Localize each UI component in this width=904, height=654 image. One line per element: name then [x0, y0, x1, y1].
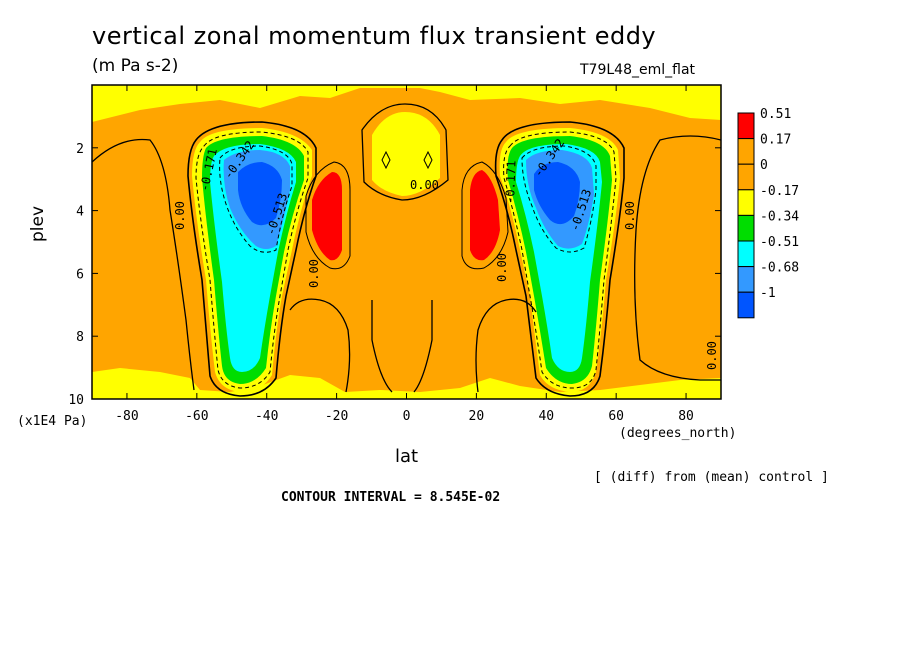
sh-dashed-contour	[195, 131, 309, 389]
colorbar-label: -0.51	[760, 235, 799, 250]
y-axis-unit: (x1E4 Pa)	[17, 414, 88, 429]
x-axis: -80 -60 -40 -20 0 20 40 60 80	[115, 85, 694, 424]
contour-label: -0.171	[503, 160, 519, 204]
x-tick-label: -80	[115, 409, 138, 424]
x-axis-unit: (degrees_north)	[619, 426, 737, 441]
y-axis: 2 4 6 8 10	[68, 142, 721, 408]
y-tick-label: 8	[76, 330, 84, 345]
colorbar-swatch	[737, 163, 755, 191]
colorbar-swatch	[737, 266, 755, 293]
diamond-contour	[381, 150, 433, 170]
sh-interior-dashed	[219, 145, 293, 253]
x-axis-label: lat	[395, 446, 419, 467]
nh-interior-dashed	[521, 145, 597, 253]
near-zero-band-top	[92, 85, 721, 122]
colorbar-label: 0.17	[760, 133, 791, 148]
north-flank-contour	[634, 135, 721, 381]
colorbar-label: -0.68	[760, 261, 799, 276]
contour-label: 0.00	[705, 341, 719, 370]
x-tick-label: 80	[678, 409, 694, 424]
x-tick-label: 20	[469, 409, 485, 424]
x-tick-label: 0	[403, 409, 411, 424]
y-tick-label: 6	[76, 267, 84, 282]
y-tick-label: 4	[76, 205, 84, 220]
nh-red-contour	[461, 161, 509, 270]
colorbar-label: 0	[760, 158, 768, 173]
colorbar-label: -1	[760, 286, 776, 301]
chart-units: (m Pa s-2)	[92, 56, 179, 76]
colorbar-swatch	[737, 240, 755, 268]
colorbar-swatch	[737, 291, 755, 319]
mid-contour	[371, 300, 433, 393]
nh-red-max	[470, 170, 500, 261]
sh-zero-contour	[187, 121, 317, 397]
sh-red-max	[312, 172, 342, 261]
contour-label: 0.00	[623, 201, 637, 230]
y-tick-label: 2	[76, 142, 84, 157]
chart-title: vertical zonal momentum flux transient e…	[92, 22, 657, 50]
nh-jet-core	[534, 162, 580, 225]
colorbar-label: -0.34	[760, 209, 799, 224]
x-tick-label: -20	[325, 409, 348, 424]
nh-zero-contour	[494, 121, 625, 397]
colorbar: 0.51 0.17 0 -0.17 -0.34 -0.51 -0.68 -1	[737, 107, 799, 319]
contour-interval: CONTOUR INTERVAL = 8.545E-02	[281, 490, 501, 505]
y-tick-label: 10	[68, 393, 84, 408]
contour-label: 0.00	[410, 178, 439, 192]
colorbar-label: 0.51	[760, 107, 791, 122]
contour-lines	[92, 103, 721, 397]
mid-low-contour	[289, 298, 537, 393]
x-tick-label: -40	[255, 409, 278, 424]
contour-label: 0.00	[307, 259, 321, 288]
x-tick-label: 40	[538, 409, 554, 424]
run-label: T79L48_eml_flat	[580, 62, 696, 78]
colorbar-swatch	[737, 214, 755, 242]
contour-label: 0.00	[495, 253, 509, 282]
sh-jet-core	[238, 162, 282, 226]
colorbar-swatch	[737, 112, 755, 140]
colorbar-swatch	[737, 189, 755, 216]
center-zero-contour	[361, 103, 449, 201]
near-zero-band-bottom	[92, 368, 721, 399]
x-tick-label: 60	[608, 409, 624, 424]
contour-fill	[92, 85, 721, 399]
center-yellow-blob	[372, 112, 440, 196]
colorbar-swatch	[737, 138, 755, 165]
x-tick-label: -60	[185, 409, 208, 424]
colorbar-label: -0.17	[760, 184, 799, 199]
contour-label: 0.00	[173, 201, 187, 230]
diff-note: [ (diff) from (mean) control ]	[594, 470, 829, 485]
sh-red-contour	[305, 161, 351, 270]
south-flank-contour	[92, 138, 195, 391]
